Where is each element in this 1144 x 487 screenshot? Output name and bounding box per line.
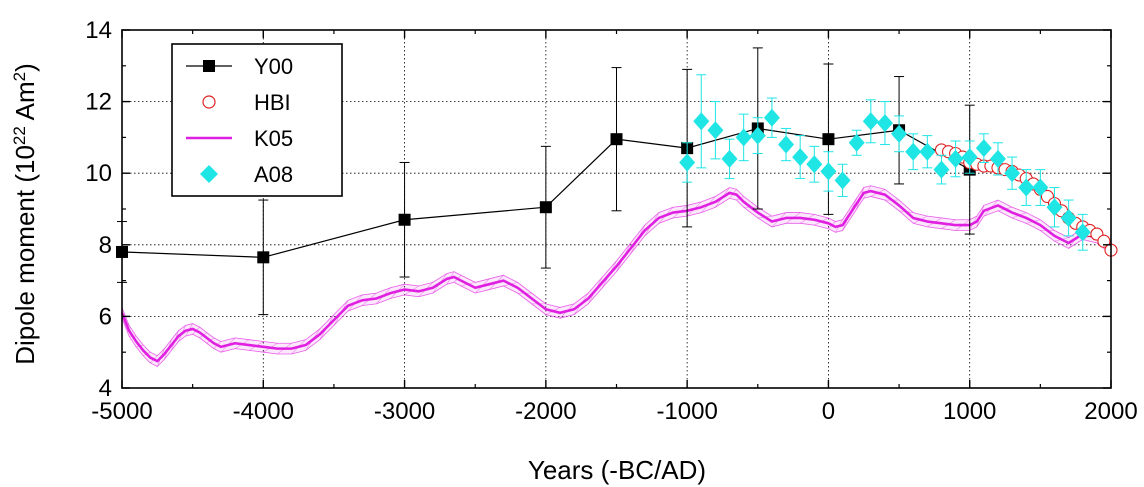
a08-point	[1060, 208, 1077, 227]
y00-line	[121, 127, 971, 258]
legend-label-k05: K05	[254, 126, 293, 151]
legend-diamond-marker	[200, 165, 218, 183]
x-tick-label: -1000	[656, 398, 717, 425]
k05-series	[120, 185, 1112, 368]
y-tick-labels: 4 6 8 10 12 14	[85, 17, 112, 402]
y-tick-label: 8	[99, 232, 112, 259]
y00-point	[398, 213, 411, 226]
a08-point	[721, 149, 738, 168]
y-tick-label: 6	[99, 303, 112, 330]
legend: Y00 HBI K05 A08	[171, 43, 343, 197]
y-axis-title: Dipole moment (1022 Am2)	[10, 63, 41, 365]
x-tick-label: -4000	[233, 398, 294, 425]
y-axis-title-prefix: Dipole moment (10	[10, 145, 40, 365]
a08-point	[778, 135, 795, 154]
y-tick-label: 10	[85, 160, 112, 187]
a08-series	[679, 74, 1091, 251]
a08-point	[679, 153, 696, 172]
a08-point	[905, 142, 922, 161]
legend-entry-k05: K05	[186, 126, 293, 151]
a08-point	[1032, 178, 1049, 197]
legend-entry-y00: Y00	[186, 54, 293, 79]
y-axis-title-middle: Am	[10, 81, 40, 126]
x-tick-label: -5000	[91, 398, 152, 425]
a08-point	[806, 155, 823, 174]
legend-label-a08: A08	[254, 162, 293, 187]
a08-point	[693, 112, 710, 131]
y00-point	[539, 201, 552, 214]
x-axis-title: Years (-BC/AD)	[528, 455, 706, 485]
a08-point	[975, 139, 992, 158]
y00-point	[257, 251, 270, 264]
x-tick-label: 0	[822, 398, 835, 425]
y00-point	[610, 133, 623, 146]
y-axis-title-exp2: 2	[10, 72, 29, 81]
legend-square-marker	[203, 60, 215, 72]
a08-point	[891, 124, 908, 143]
x-tick-label: 2000	[1084, 398, 1137, 425]
a08-point	[862, 112, 879, 131]
y-tick-label: 12	[85, 89, 112, 116]
legend-box	[171, 43, 343, 197]
x-tick-label: -2000	[515, 398, 576, 425]
a08-point	[792, 148, 809, 167]
y00-point	[822, 133, 835, 146]
a08-point	[707, 121, 724, 140]
x-tick-label: -3000	[374, 398, 435, 425]
a08-point	[735, 128, 752, 147]
legend-label-hbi: HBI	[254, 90, 291, 115]
y-tick-label: 4	[99, 375, 112, 402]
a08-point	[947, 149, 964, 168]
legend-label-y00: Y00	[254, 54, 293, 79]
a08-point	[876, 114, 893, 133]
legend-entry-a08: A08	[200, 162, 293, 187]
a08-point	[1046, 198, 1063, 217]
a08-point	[848, 133, 865, 152]
a08-point	[749, 126, 766, 145]
a08-point	[763, 108, 780, 127]
a08-point	[1018, 178, 1035, 197]
y-tick-label: 14	[85, 17, 112, 44]
axis-ticks	[121, 29, 1112, 389]
legend-circle-marker	[202, 95, 216, 109]
k05-line	[120, 189, 1112, 363]
x-tick-labels: -5000 -4000 -3000 -2000 -1000 0 1000 2000	[91, 398, 1137, 425]
y-axis-title-exp1: 22	[10, 126, 29, 145]
a08-point	[989, 149, 1006, 168]
y-axis-title-suffix: )	[10, 63, 40, 72]
a08-point	[834, 171, 851, 190]
a08-point	[919, 142, 936, 161]
k05-band	[122, 185, 1111, 367]
a08-point	[1004, 164, 1021, 183]
a08-point	[820, 162, 837, 181]
a08-point	[933, 160, 950, 179]
x-tick-label: 1000	[943, 398, 996, 425]
legend-entry-hbi: HBI	[202, 90, 291, 115]
a08-point	[961, 148, 978, 167]
a08-point	[1074, 223, 1091, 242]
